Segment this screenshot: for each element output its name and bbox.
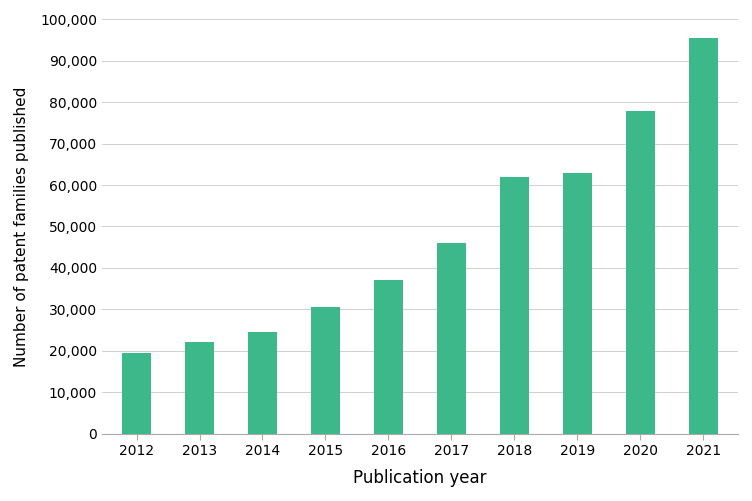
Bar bbox=[374, 281, 402, 433]
Bar bbox=[500, 177, 529, 433]
Bar bbox=[248, 332, 277, 433]
Bar bbox=[311, 307, 340, 433]
Bar bbox=[123, 353, 150, 433]
Y-axis label: Number of patent families published: Number of patent families published bbox=[14, 86, 29, 367]
Bar bbox=[438, 243, 465, 433]
Bar bbox=[185, 343, 214, 433]
Bar bbox=[626, 111, 655, 433]
X-axis label: Publication year: Publication year bbox=[353, 469, 487, 487]
Bar bbox=[563, 173, 592, 433]
Bar bbox=[690, 38, 717, 433]
